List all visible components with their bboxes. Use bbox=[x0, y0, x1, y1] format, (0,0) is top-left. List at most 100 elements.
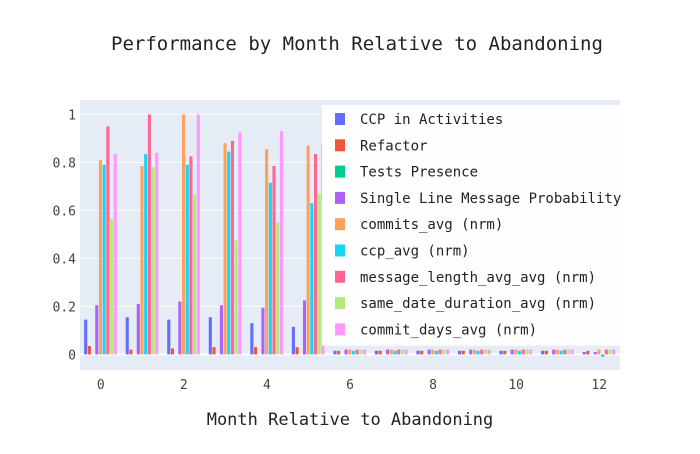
bar[interactable] bbox=[404, 350, 407, 355]
bar[interactable] bbox=[292, 327, 295, 355]
bar[interactable] bbox=[563, 350, 566, 355]
bar[interactable] bbox=[178, 302, 181, 355]
bar[interactable] bbox=[250, 323, 253, 354]
bar[interactable] bbox=[352, 351, 355, 355]
bar[interactable] bbox=[344, 350, 347, 355]
bar[interactable] bbox=[137, 304, 140, 354]
bar[interactable] bbox=[420, 351, 423, 355]
bar[interactable] bbox=[84, 320, 87, 355]
bar[interactable] bbox=[469, 350, 472, 355]
bar[interactable] bbox=[272, 166, 275, 354]
bar[interactable] bbox=[397, 350, 400, 355]
bar[interactable] bbox=[560, 351, 563, 355]
legend-item[interactable]: message_length_avg_avg (nrm) bbox=[335, 270, 596, 286]
bar[interactable] bbox=[511, 350, 514, 355]
bar[interactable] bbox=[106, 126, 109, 354]
bar[interactable] bbox=[148, 114, 151, 354]
bar[interactable] bbox=[254, 347, 257, 354]
bar[interactable] bbox=[514, 350, 517, 355]
bar[interactable] bbox=[303, 300, 306, 354]
bar[interactable] bbox=[348, 350, 351, 355]
bar[interactable] bbox=[571, 350, 574, 355]
bar[interactable] bbox=[182, 114, 185, 354]
bar[interactable] bbox=[462, 351, 465, 355]
bar[interactable] bbox=[337, 351, 340, 355]
bar[interactable] bbox=[171, 348, 174, 354]
legend-item[interactable]: Single Line Message Probability bbox=[335, 191, 621, 207]
bar[interactable] bbox=[318, 194, 321, 355]
bar[interactable] bbox=[601, 354, 604, 356]
bar[interactable] bbox=[140, 166, 143, 354]
bar[interactable] bbox=[484, 350, 487, 355]
bar[interactable] bbox=[401, 350, 404, 355]
bar[interactable] bbox=[356, 350, 359, 355]
bar[interactable] bbox=[129, 350, 132, 355]
bar[interactable] bbox=[545, 351, 548, 355]
bar[interactable] bbox=[144, 154, 147, 354]
bar[interactable] bbox=[88, 346, 91, 354]
bar[interactable] bbox=[99, 160, 102, 354]
bar[interactable] bbox=[488, 350, 491, 355]
legend-item[interactable]: same_date_duration_avg (nrm) bbox=[335, 296, 596, 312]
bar[interactable] bbox=[167, 320, 170, 355]
bar[interactable] bbox=[541, 351, 544, 355]
bar[interactable] bbox=[212, 347, 215, 354]
bar[interactable] bbox=[363, 350, 366, 355]
bar[interactable] bbox=[525, 350, 528, 355]
bar[interactable] bbox=[518, 351, 521, 355]
bar[interactable] bbox=[189, 156, 192, 354]
bar[interactable] bbox=[529, 350, 532, 355]
bar[interactable] bbox=[431, 350, 434, 355]
bar[interactable] bbox=[608, 350, 611, 355]
bar[interactable] bbox=[155, 153, 158, 355]
legend-item[interactable]: commits_avg (nrm) bbox=[335, 217, 503, 233]
bar[interactable] bbox=[110, 219, 113, 355]
bar[interactable] bbox=[567, 350, 570, 355]
bar[interactable] bbox=[583, 352, 586, 354]
bar[interactable] bbox=[605, 350, 608, 355]
bar[interactable] bbox=[235, 240, 238, 354]
bar[interactable] bbox=[333, 351, 336, 355]
bar[interactable] bbox=[307, 146, 310, 355]
legend-item[interactable]: CCP in Activities bbox=[335, 112, 503, 128]
bar[interactable] bbox=[276, 222, 279, 354]
bar[interactable] bbox=[480, 350, 483, 355]
bar[interactable] bbox=[95, 305, 98, 354]
bar[interactable] bbox=[152, 167, 155, 354]
bar[interactable] bbox=[379, 351, 382, 355]
bar[interactable] bbox=[390, 350, 393, 355]
bar[interactable] bbox=[193, 195, 196, 355]
bar[interactable] bbox=[359, 350, 362, 355]
bar[interactable] bbox=[435, 351, 438, 355]
bar[interactable] bbox=[612, 350, 615, 355]
bar[interactable] bbox=[224, 143, 227, 354]
bar[interactable] bbox=[265, 149, 268, 354]
bar[interactable] bbox=[310, 203, 313, 354]
bar[interactable] bbox=[597, 350, 600, 355]
bar[interactable] bbox=[556, 350, 559, 355]
bar[interactable] bbox=[280, 131, 283, 354]
bar[interactable] bbox=[386, 350, 389, 355]
bar[interactable] bbox=[586, 351, 589, 355]
legend-item[interactable]: commit_days_avg (nrm) bbox=[335, 322, 537, 338]
bar[interactable] bbox=[473, 350, 476, 355]
bar[interactable] bbox=[442, 350, 445, 355]
bar[interactable] bbox=[375, 351, 378, 355]
bar[interactable] bbox=[439, 350, 442, 355]
bar[interactable] bbox=[314, 154, 317, 354]
bar[interactable] bbox=[231, 141, 234, 355]
bar[interactable] bbox=[114, 154, 117, 354]
bar[interactable] bbox=[227, 152, 230, 355]
bar[interactable] bbox=[261, 308, 264, 355]
bar[interactable] bbox=[296, 347, 299, 354]
bar[interactable] bbox=[238, 132, 241, 354]
bar[interactable] bbox=[500, 351, 503, 355]
bar[interactable] bbox=[220, 305, 223, 354]
bar[interactable] bbox=[503, 351, 506, 355]
bar[interactable] bbox=[458, 351, 461, 355]
bar[interactable] bbox=[522, 350, 525, 355]
bar[interactable] bbox=[416, 351, 419, 355]
bar[interactable] bbox=[103, 165, 106, 355]
bar[interactable] bbox=[186, 165, 189, 355]
